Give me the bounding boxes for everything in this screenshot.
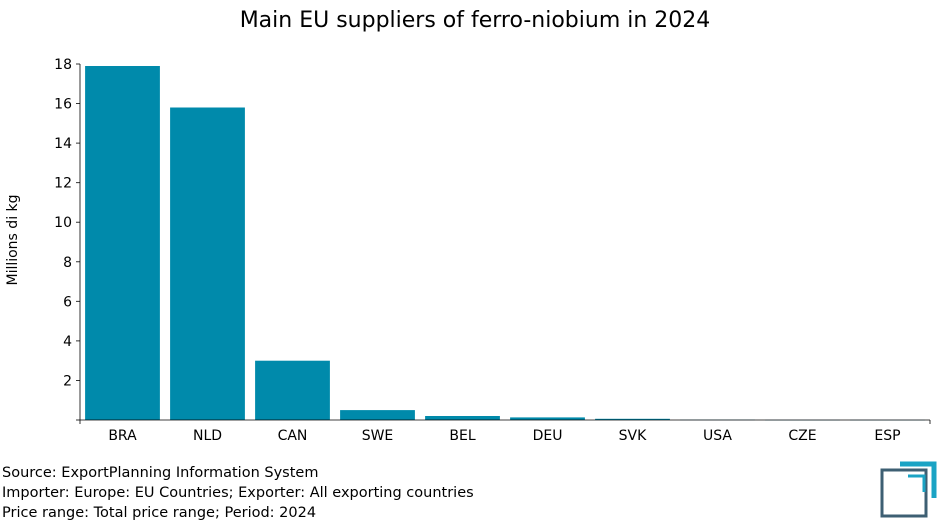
x-tick-label: CZE [788, 428, 816, 444]
bar-can [255, 360, 330, 420]
x-tick-label: SVK [619, 428, 647, 444]
bars-group [85, 66, 925, 421]
y-tick-label: 12 [54, 176, 72, 192]
y-tick-label: 16 [54, 97, 72, 113]
source-text: Source: ExportPlanning Information Syste… [2, 465, 319, 481]
x-axis: BRA NLD CAN SWE BEL DEU SVK USA CZE ESP [79, 419, 931, 444]
bar-nld [170, 107, 245, 420]
bar-bel [425, 416, 500, 420]
chart-title: Main EU suppliers of ferro-niobium in 20… [239, 8, 711, 33]
x-tick-label: CAN [278, 428, 308, 444]
footer: Source: ExportPlanning Information Syste… [2, 463, 474, 523]
x-tick-label: DEU [533, 428, 563, 444]
bar-swe [340, 410, 415, 420]
range-text: Price range: Total price range; Period: … [2, 505, 317, 521]
y-tick-label: 18 [54, 57, 72, 73]
x-tick-label: USA [703, 428, 732, 444]
scope-text: Importer: Europe: EU Countries; Exporter… [2, 485, 474, 501]
y-axis-label: Millions di kg [5, 194, 21, 285]
x-tick-label: SWE [362, 428, 394, 444]
y-tick-label: 10 [54, 215, 72, 231]
y-tick-label: 2 [63, 373, 72, 389]
y-axis: 2 4 6 8 10 12 14 16 18 [54, 57, 81, 421]
y-tick-label: 14 [54, 136, 72, 152]
bar-svk [595, 418, 670, 420]
bar-chart: 2 4 6 8 10 12 14 16 18 BRA NLD CAN SWE BEL DEU SVK USA C… [5, 57, 931, 444]
bar-deu [510, 417, 585, 420]
x-tick-label: ESP [874, 428, 900, 444]
y-tick-label: 6 [63, 294, 72, 310]
y-tick-label: 8 [63, 255, 72, 271]
x-tick-label: BRA [108, 428, 137, 444]
x-tick-label: NLD [193, 428, 222, 444]
bar-bra [85, 66, 160, 420]
x-tick-label: BEL [449, 428, 475, 444]
y-tick-label: 4 [63, 334, 72, 350]
exportplanning-logo-icon [880, 461, 937, 518]
